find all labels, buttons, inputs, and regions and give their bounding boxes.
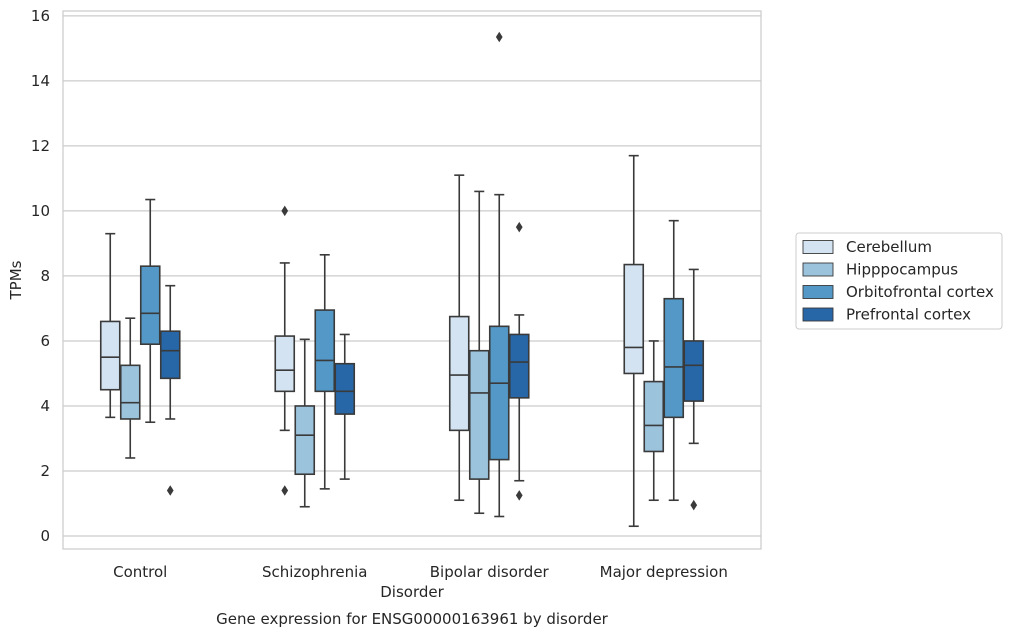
outlier-point-0 <box>281 205 289 217</box>
box-body <box>314 309 336 393</box>
outlier-point-1 <box>515 490 523 501</box>
x-tick-label-3: Major depression <box>600 563 728 581</box>
x-axis-label: Disorder <box>380 583 444 601</box>
box-1-2 <box>314 254 336 490</box>
box-body <box>663 297 685 419</box>
legend-swatch-1 <box>802 262 834 277</box>
plot-frame <box>62 10 762 550</box>
y-tick-label-5: 10 <box>31 202 50 220</box>
box-body <box>468 349 490 480</box>
box-3-2 <box>663 219 685 502</box>
legend-frame <box>795 232 1003 330</box>
legend-label-2: Orbitofrontal cortex <box>846 283 994 301</box>
legend: Cerebellum Hipppocampus Orbitofrontal cort… <box>795 232 1003 330</box>
y-tick-label-8: 16 <box>31 7 50 25</box>
legend-label-1: Hipppocampus <box>846 261 958 279</box>
y-tick-label-4: 8 <box>40 267 50 285</box>
box-body <box>643 380 665 453</box>
box-0-3 <box>159 284 181 496</box>
y-tick-label-3: 6 <box>40 332 50 350</box>
legend-label-3: Prefrontal cortex <box>846 306 971 324</box>
boxes <box>99 31 705 528</box>
chart-caption: Gene expression for ENSG00000163961 by d… <box>216 610 609 628</box>
y-tick-label-2: 4 <box>40 397 50 415</box>
x-tick-label-2: Bipolar disorder <box>430 563 550 581</box>
x-tick-label-0: Control <box>113 563 167 581</box>
legend-label-0: Cerebellum <box>846 238 932 256</box>
outlier-point-0 <box>515 221 523 233</box>
box-3-1 <box>643 340 665 502</box>
box-body <box>274 335 296 393</box>
box-0-2 <box>139 198 161 424</box>
box-2-0 <box>448 174 470 502</box>
box-1-1 <box>294 338 316 508</box>
box-body <box>448 315 470 432</box>
box-body <box>99 320 121 391</box>
outlier-point-1 <box>281 485 289 496</box>
box-body <box>294 405 316 476</box>
legend-items: Cerebellum Hipppocampus Orbitofrontal cort… <box>802 238 994 324</box>
box-1-0 <box>274 205 296 496</box>
box-body <box>488 325 510 461</box>
box-body <box>623 263 645 375</box>
box-body <box>683 340 705 402</box>
legend-swatch-2 <box>802 285 834 299</box>
box-body <box>508 333 530 399</box>
x-tick-labels: Control Schizophrenia Bipolar disorder Majo… <box>113 563 728 581</box>
box-body <box>119 364 141 420</box>
box-body <box>139 265 161 346</box>
legend-swatch-3 <box>802 307 834 322</box>
outlier-point-0 <box>166 485 174 496</box>
box-body <box>159 330 181 380</box>
y-tick-label-0: 0 <box>40 527 50 545</box>
y-tick-label-1: 2 <box>40 462 50 480</box>
y-tick-label-6: 12 <box>31 137 50 155</box>
y-tick-label-7: 14 <box>31 72 50 90</box>
box-3-3 <box>683 268 705 511</box>
y-tick-labels: 0 2 4 6 8 10 12 14 16 <box>31 7 50 545</box>
box-2-1 <box>468 190 490 515</box>
legend-swatch-0 <box>802 240 834 254</box>
x-tick-label-1: Schizophrenia <box>262 563 367 581</box>
box-0-1 <box>119 317 141 459</box>
box-3-0 <box>623 154 645 528</box>
y-axis-label: TPMs <box>7 260 25 300</box>
box-2-3 <box>508 221 530 501</box>
box-body <box>334 362 356 415</box>
box-1-3 <box>334 333 356 480</box>
outlier-point-0 <box>495 31 503 43</box>
grid-lines <box>63 15 761 537</box>
box-0-0 <box>99 232 121 419</box>
box-2-2 <box>488 31 510 518</box>
outlier-point-0 <box>690 499 698 511</box>
